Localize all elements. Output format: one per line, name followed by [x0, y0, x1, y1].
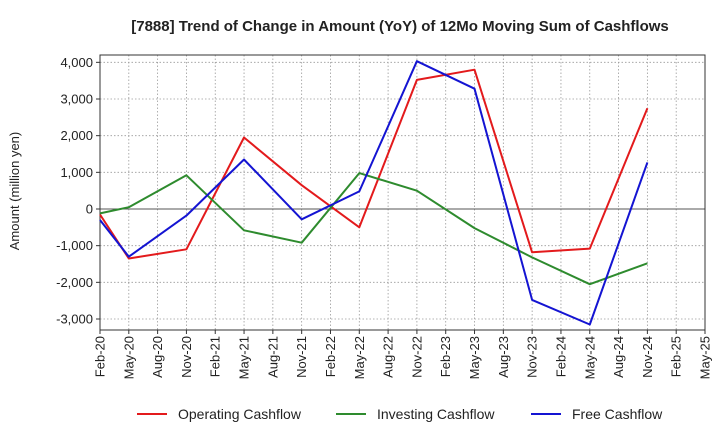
x-tick-label: Nov-21 — [294, 336, 309, 378]
y-tick-label: 1,000 — [60, 165, 93, 180]
x-axis: Feb-20 May-20 Aug-20 Nov-20 Feb-21 May-21 Aug-… — [93, 330, 713, 379]
x-tick-label: Feb-25 — [669, 336, 684, 377]
y-axis-label: Amount (million yen) — [7, 132, 22, 251]
y-tick-label: 0 — [86, 202, 93, 217]
legend-label-operating-cashflow: Operating Cashflow — [178, 406, 302, 422]
x-tick-label: Nov-23 — [525, 336, 540, 378]
chart-title: [7888] Trend of Change in Amount (YoY) o… — [131, 18, 669, 35]
x-tick-label: May-22 — [352, 336, 367, 379]
x-tick-label: Nov-24 — [640, 336, 655, 378]
x-tick-label: Feb-24 — [553, 336, 568, 377]
x-tick-label: Aug-20 — [150, 336, 165, 378]
y-axis: 4,000 3,000 2,000 1,000 0 -1,000 -2,000 -3,000 — [56, 55, 100, 327]
x-tick-label: Feb-23 — [438, 336, 453, 377]
y-tick-label: 3,000 — [60, 92, 93, 107]
legend: Operating Cashflow Investing Cashflow Free… — [137, 406, 663, 422]
y-tick-label: -3,000 — [56, 312, 93, 327]
x-tick-label: May-24 — [582, 336, 597, 379]
series-line-investing-cashflow — [99, 172, 648, 286]
series-line-free-cashflow — [99, 60, 649, 326]
x-tick-label: May-21 — [237, 336, 252, 379]
y-tick-label: -1,000 — [56, 238, 93, 253]
legend-label-free-cashflow: Free Cashflow — [572, 406, 663, 422]
x-tick-label: May-25 — [698, 336, 713, 379]
x-tick-label: Aug-22 — [381, 336, 396, 378]
x-tick-label: Aug-23 — [496, 336, 511, 378]
x-tick-label: May-23 — [467, 336, 482, 379]
x-tick-label: Nov-20 — [179, 336, 194, 378]
legend-label-investing-cashflow: Investing Cashflow — [377, 406, 495, 422]
series-group — [99, 60, 649, 326]
series-line-operating-cashflow — [99, 68, 649, 260]
plot-area — [99, 54, 706, 331]
x-tick-label: Feb-21 — [208, 336, 223, 377]
x-tick-label: Nov-22 — [409, 336, 424, 378]
x-tick-label: Feb-22 — [323, 336, 338, 377]
x-tick-label: Feb-20 — [93, 336, 108, 377]
y-tick-label: -2,000 — [56, 275, 93, 290]
y-tick-label: 4,000 — [60, 55, 93, 70]
x-tick-label: Aug-24 — [611, 336, 626, 378]
grid — [99, 55, 706, 330]
x-tick-label: May-20 — [121, 336, 136, 379]
x-tick-label: Aug-21 — [265, 336, 280, 378]
y-tick-label: 2,000 — [60, 128, 93, 143]
